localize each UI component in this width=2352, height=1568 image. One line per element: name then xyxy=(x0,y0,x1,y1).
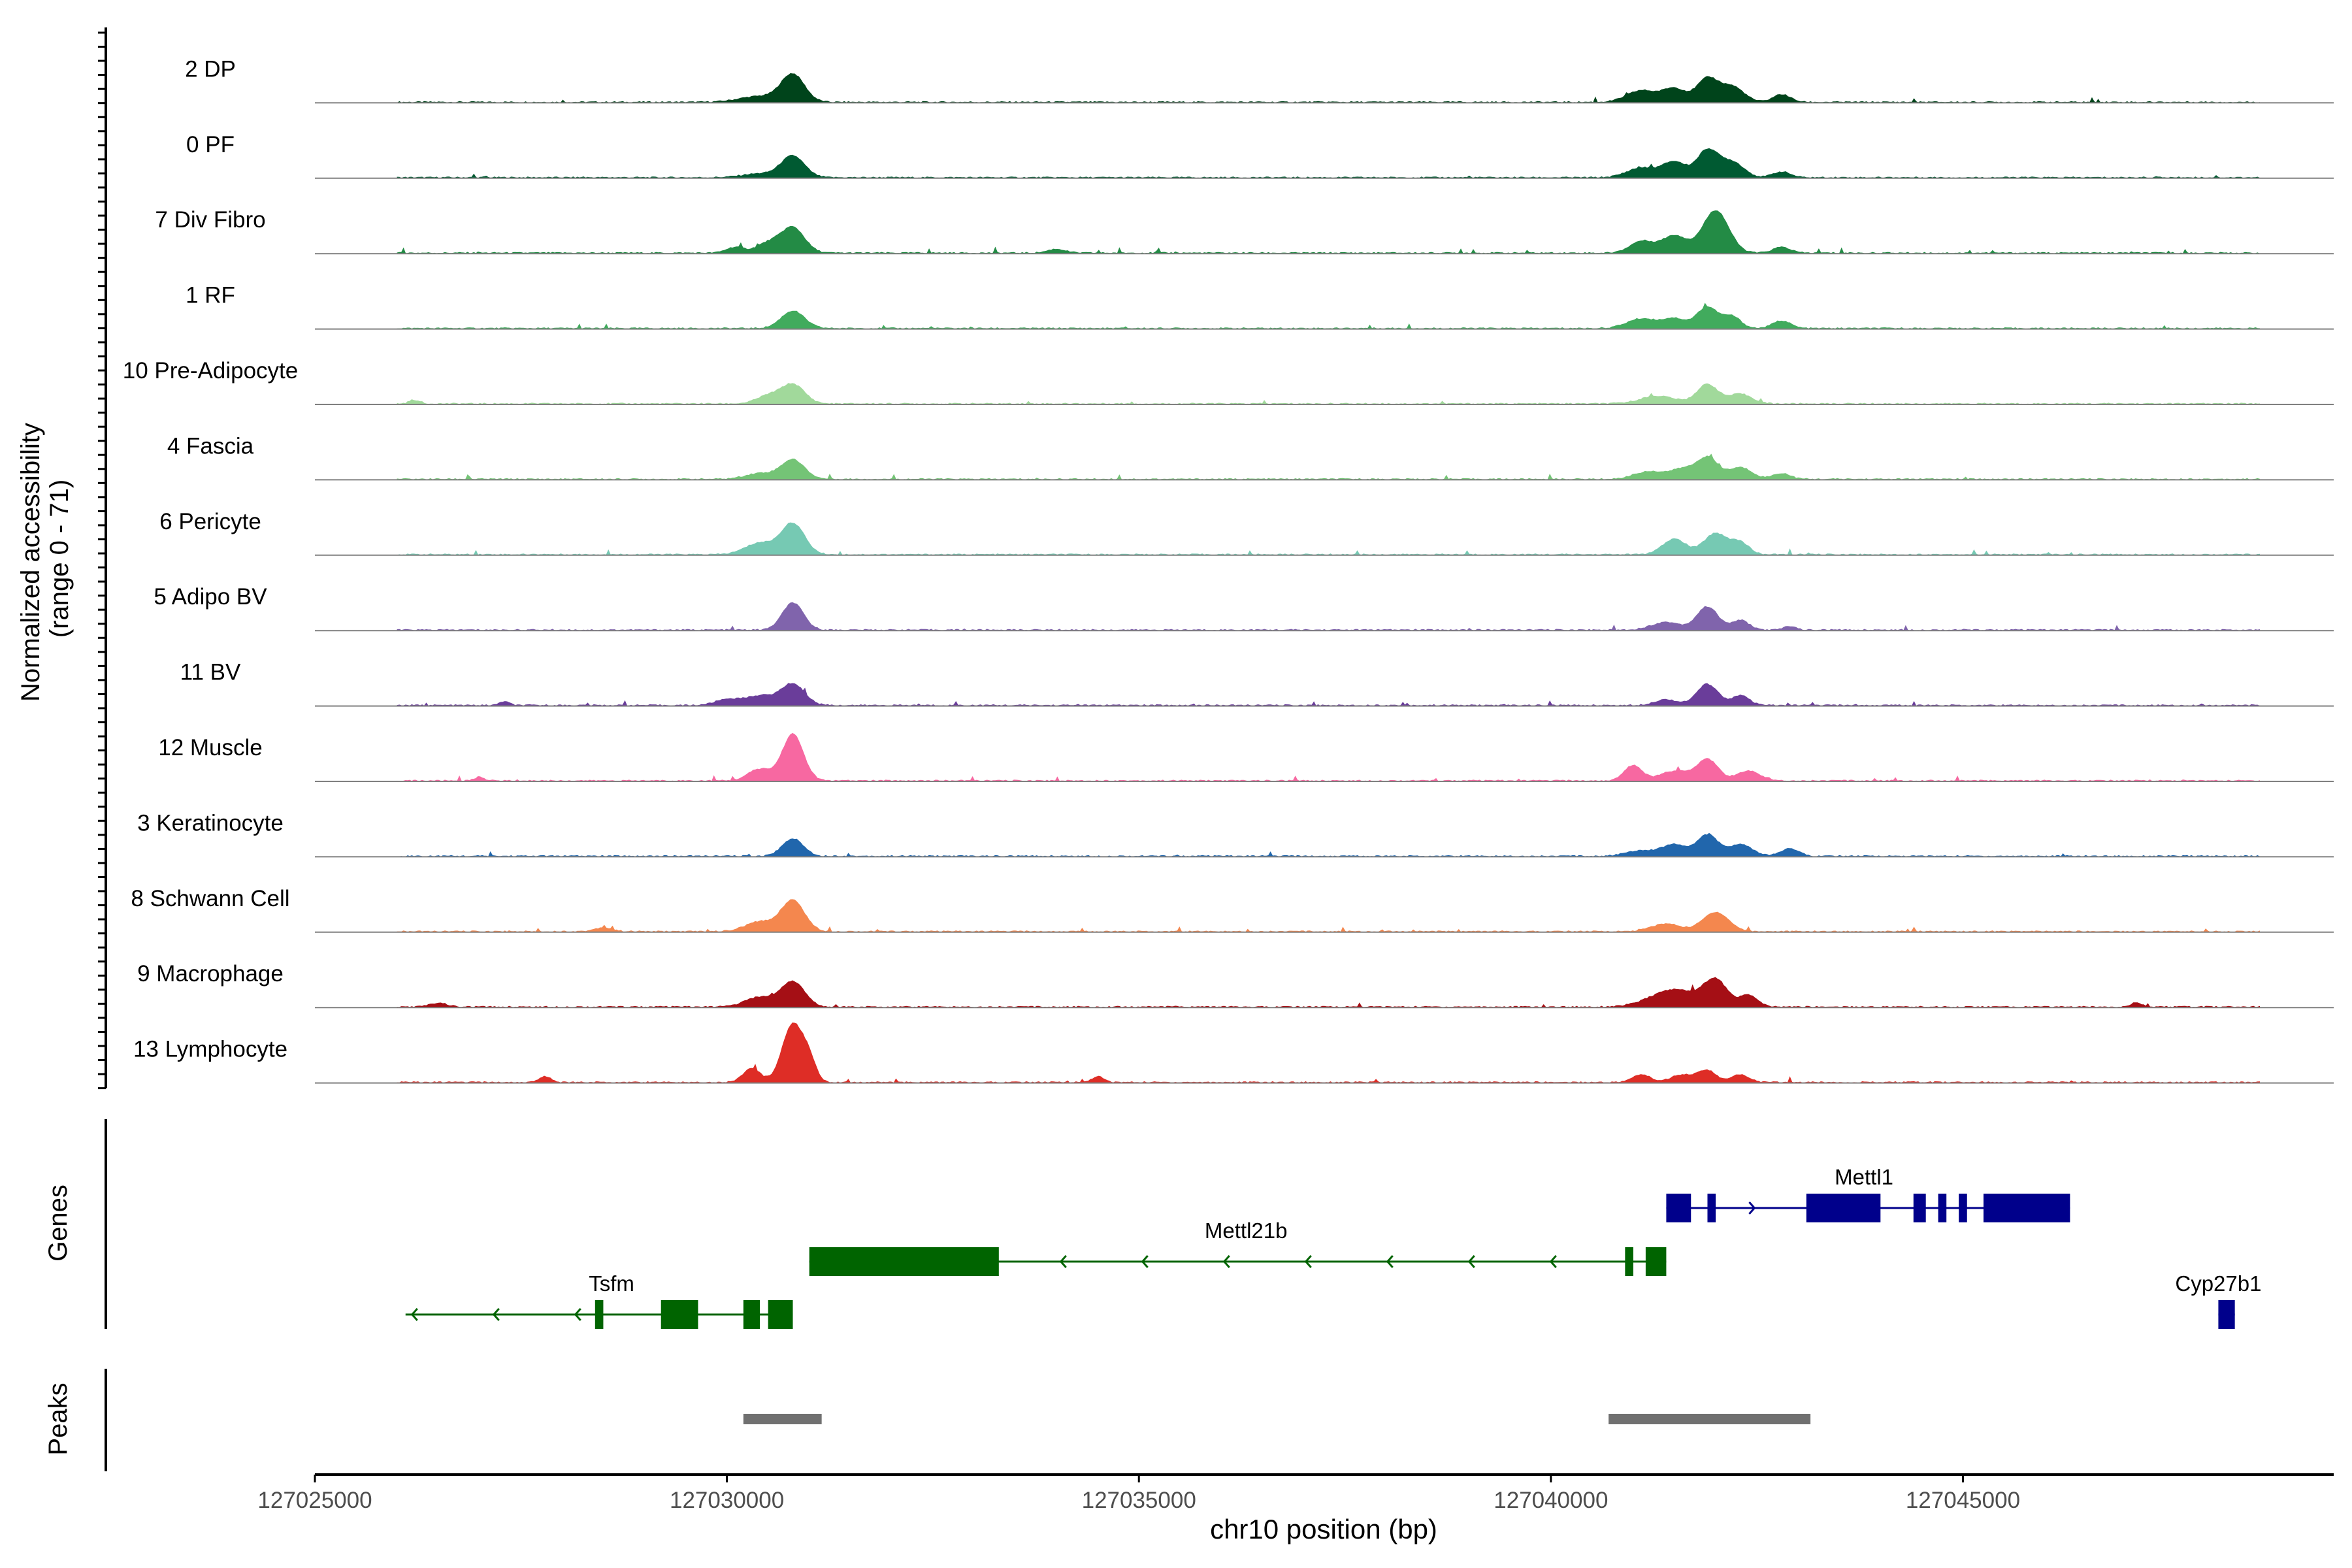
coverage-panel: 2 DP 0 PF 7 Div Fibro 1 RF 10 Pre-Adipocyte 4… xyxy=(98,27,2334,1090)
coverage-track-label: 9 Macrophage xyxy=(137,961,284,987)
strand-arrow xyxy=(1386,1255,1394,1268)
coverage-track-label: 12 Muscle xyxy=(158,735,263,760)
coverage-track-11-bv: 11 BV xyxy=(180,660,2334,707)
gene-exon xyxy=(809,1247,999,1276)
strand-arrow xyxy=(1549,1255,1557,1268)
coverage-track-9-macrophage: 9 Macrophage xyxy=(137,961,2334,1009)
gene-exon xyxy=(2218,1300,2235,1329)
x-axis: 127025000 127030000 127035000 127040000 1270… xyxy=(257,1473,2334,1513)
genes-panel: Tsfm Mettl21b Mettl1 Cyp27b1 xyxy=(105,1119,2261,1329)
strand-arrow xyxy=(1141,1255,1149,1268)
coverage-track-label: 8 Schwann Cell xyxy=(131,886,289,911)
strand-arrow xyxy=(574,1308,581,1321)
gene-exon xyxy=(1625,1247,1633,1276)
coverage-track-6-pericyte: 6 Pericyte xyxy=(159,509,2334,556)
x-tick-label: 127045000 xyxy=(1906,1488,2020,1513)
gene-exon xyxy=(1938,1194,1947,1222)
gene-exon xyxy=(1666,1194,1691,1222)
gene-exon xyxy=(1806,1194,1881,1222)
gene-tsfm: Tsfm xyxy=(405,1271,793,1329)
strand-arrow xyxy=(1467,1255,1475,1268)
x-tick-label: 127035000 xyxy=(1082,1488,1196,1513)
x-axis-label: chr10 position (bp) xyxy=(1210,1514,1437,1544)
gene-exon xyxy=(743,1300,760,1329)
strand-arrow xyxy=(1748,1201,1756,1215)
strand-arrow xyxy=(410,1308,418,1321)
x-tick-label: 127040000 xyxy=(1494,1488,1608,1513)
coverage-track-7-div-fibro: 7 Div Fibro xyxy=(155,207,2334,255)
gene-label: Tsfm xyxy=(589,1271,634,1296)
peak-region xyxy=(743,1414,822,1424)
gene-exon xyxy=(1913,1194,1926,1222)
peaks-y-axis-label: Peaks xyxy=(44,1382,73,1455)
gene-label: Cyp27b1 xyxy=(2175,1271,2261,1296)
gene-exon xyxy=(661,1300,698,1329)
gene-exon xyxy=(768,1300,793,1329)
x-tick-label: 127025000 xyxy=(257,1488,372,1513)
coverage-track-13-lymphocyte: 13 Lymphocyte xyxy=(133,1022,2334,1084)
gene-exon xyxy=(1645,1247,1667,1276)
strand-arrow xyxy=(1304,1255,1312,1268)
genes-y-axis-label: Genes xyxy=(44,1184,73,1262)
gene-exon xyxy=(1983,1194,2070,1222)
peaks-panel xyxy=(105,1369,1811,1471)
coverage-track-label: 1 RF xyxy=(186,283,235,308)
strand-arrow xyxy=(1059,1255,1067,1268)
coverage-track-4-fascia: 4 Fascia xyxy=(167,433,2334,481)
coverage-track-label: 4 Fascia xyxy=(167,433,254,459)
strand-arrow xyxy=(492,1308,500,1321)
coverage-track-label: 7 Div Fibro xyxy=(155,207,265,233)
coverage-track-label: 5 Adipo BV xyxy=(154,584,267,610)
coverage-track-label: 13 Lymphocyte xyxy=(133,1037,287,1062)
coverage-y-axis-label-line2: (range 0 - 71) xyxy=(45,480,74,638)
coverage-track-8-schwann-cell: 8 Schwann Cell xyxy=(131,886,2334,933)
coverage-track-label: 0 PF xyxy=(186,132,235,157)
coverage-track-label: 2 DP xyxy=(185,56,236,82)
coverage-track-12-muscle: 12 Muscle xyxy=(158,732,2334,782)
x-tick-label: 127030000 xyxy=(670,1488,784,1513)
coverage-track-10-pre-adipocyte: 10 Pre-Adipocyte xyxy=(123,358,2334,405)
gene-exon xyxy=(595,1300,604,1329)
coverage-track-3-keratinocyte: 3 Keratinocyte xyxy=(137,810,2334,858)
coverage-y-axis-label-line1: Normalized accessibility xyxy=(16,423,45,702)
coverage-track-1-rf: 1 RF xyxy=(186,283,2334,330)
coverage-track-label: 6 Pericyte xyxy=(159,509,261,534)
coverage-track-2-dp: 2 DP xyxy=(185,56,2334,104)
gene-exon xyxy=(1959,1194,1967,1222)
gene-label: Mettl21b xyxy=(1205,1218,1288,1243)
coverage-track-0-pf: 0 PF xyxy=(186,132,2334,179)
gene-exon xyxy=(1707,1194,1716,1222)
gene-label: Mettl1 xyxy=(1835,1165,1893,1189)
gene-mettl21b: Mettl21b xyxy=(809,1218,1667,1276)
peak-region xyxy=(1609,1414,1811,1424)
gene-cyp27b1: Cyp27b1 xyxy=(2175,1271,2261,1329)
strand-arrow xyxy=(1222,1255,1230,1268)
coverage-track-5-adipo-bv: 5 Adipo BV xyxy=(154,584,2334,632)
coverage-track-label: 11 BV xyxy=(180,660,241,685)
coverage-y-axis-label: Normalized accessibility (range 0 - 71) xyxy=(16,416,74,702)
coverage-track-label: 10 Pre-Adipocyte xyxy=(123,358,298,384)
coverage-track-label: 3 Keratinocyte xyxy=(137,810,284,836)
gene-mettl1: Mettl1 xyxy=(1666,1165,2070,1222)
